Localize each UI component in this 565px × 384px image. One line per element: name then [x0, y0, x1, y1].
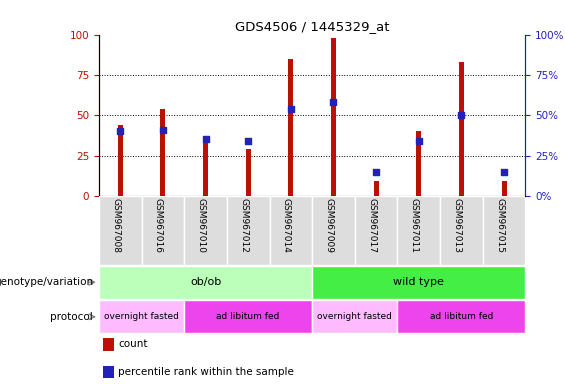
Bar [312, 266, 525, 299]
Bar [227, 196, 270, 265]
Text: wild type: wild type [393, 277, 444, 287]
Bar [312, 300, 398, 333]
Bar [440, 196, 483, 265]
Text: GSM967015: GSM967015 [495, 198, 504, 253]
Bar [398, 300, 525, 333]
Bar [246, 149, 251, 196]
Text: ad libitum fed: ad libitum fed [430, 312, 493, 321]
Text: overnight fasted: overnight fasted [104, 312, 179, 321]
Bar [99, 266, 312, 299]
Text: ob/ob: ob/ob [190, 277, 221, 287]
Bar [103, 366, 114, 378]
Bar [355, 196, 397, 265]
Point [499, 169, 508, 175]
Bar [184, 196, 227, 265]
Text: GSM967017: GSM967017 [367, 198, 376, 253]
Text: count: count [118, 339, 147, 349]
Bar [312, 196, 355, 265]
Bar [103, 338, 114, 351]
Bar [203, 142, 208, 196]
Point [414, 138, 423, 144]
Text: GSM967011: GSM967011 [410, 198, 419, 253]
Bar [398, 196, 440, 265]
Point [244, 138, 253, 144]
Text: genotype/variation: genotype/variation [0, 277, 93, 287]
Text: GSM967008: GSM967008 [111, 198, 120, 253]
Title: GDS4506 / 1445329_at: GDS4506 / 1445329_at [235, 20, 389, 33]
Point [286, 106, 295, 112]
Bar [288, 59, 293, 196]
Bar [331, 38, 336, 196]
Text: overnight fasted: overnight fasted [318, 312, 392, 321]
Point [457, 112, 466, 118]
Point [372, 169, 381, 175]
Point [116, 128, 125, 134]
Bar [99, 196, 141, 265]
Bar [118, 125, 123, 196]
Text: ad libitum fed: ad libitum fed [216, 312, 280, 321]
Text: percentile rank within the sample: percentile rank within the sample [118, 366, 294, 377]
Bar [141, 196, 184, 265]
Text: GSM967014: GSM967014 [282, 198, 291, 253]
Text: GSM967016: GSM967016 [154, 198, 163, 253]
Bar [483, 196, 525, 265]
Text: GSM967009: GSM967009 [324, 198, 333, 253]
Bar [459, 62, 464, 196]
Bar [373, 181, 379, 196]
Bar [160, 109, 166, 196]
Text: GSM967012: GSM967012 [239, 198, 248, 253]
Bar [184, 300, 312, 333]
Text: protocol: protocol [50, 312, 93, 322]
Bar [99, 300, 184, 333]
Bar [270, 196, 312, 265]
Point [158, 127, 167, 133]
Point [329, 99, 338, 105]
Bar [502, 181, 507, 196]
Bar [416, 131, 421, 196]
Text: GSM967010: GSM967010 [197, 198, 206, 253]
Point [201, 136, 210, 142]
Text: GSM967013: GSM967013 [453, 198, 462, 253]
